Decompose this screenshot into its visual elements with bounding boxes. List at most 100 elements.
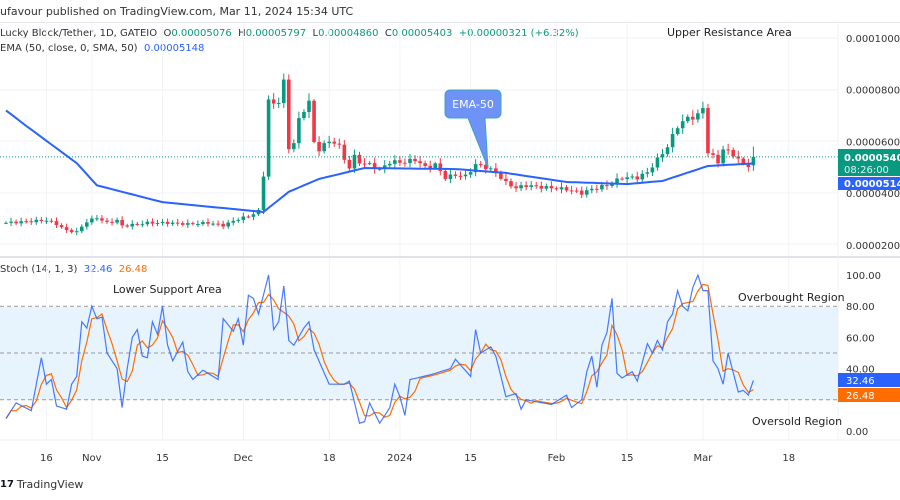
candle-up	[448, 174, 453, 180]
candle-up	[276, 102, 281, 104]
open-label: O	[163, 28, 172, 39]
candle-up	[44, 220, 49, 222]
candle-down	[620, 178, 624, 180]
overbought-label[interactable]: Overbought Region	[738, 291, 845, 304]
candle-up	[155, 222, 160, 224]
candle-down	[711, 153, 715, 155]
candle-up	[615, 178, 619, 184]
candle-up	[90, 218, 94, 223]
time-axis[interactable]: 16 Nov 15 Dec 18 2024 15 Feb 15 Mar 18	[40, 453, 795, 464]
candle-down	[731, 149, 735, 157]
candle-up	[696, 113, 700, 120]
footer-brand: TradingView	[16, 478, 84, 491]
candle-up	[388, 163, 392, 166]
time-tick-label: Nov	[82, 453, 102, 464]
low-value: 0.00004860	[318, 28, 379, 39]
candle-up	[327, 141, 331, 144]
time-tick-label: 15	[621, 453, 634, 464]
callout-text: EMA-50	[452, 98, 494, 111]
candle-down	[478, 164, 483, 166]
stoch-d-badge-text: 26.48	[846, 391, 875, 402]
upper-resistance-label[interactable]: Upper Resistance Area	[667, 26, 792, 39]
candle-up	[660, 154, 665, 158]
candle-up	[382, 165, 387, 169]
candle-down	[554, 188, 559, 190]
candle-down	[569, 190, 574, 192]
candle-up	[140, 224, 145, 226]
time-tick-label: 16	[40, 453, 53, 464]
candle-up	[226, 222, 230, 227]
ema-50-callout[interactable]: EMA-50	[444, 89, 502, 169]
candle-up	[468, 172, 473, 175]
candle-down	[332, 141, 337, 144]
candle-down	[59, 225, 64, 228]
candle-up	[655, 157, 660, 168]
candle-up	[241, 216, 246, 220]
stoch-tick-label: 0.00	[846, 427, 868, 438]
candle-down	[191, 223, 195, 225]
candle-up	[610, 183, 614, 186]
candle-down	[438, 163, 443, 171]
candle-down	[180, 223, 185, 225]
time-tick-label: Mar	[693, 453, 713, 464]
stoch-k-line	[5, 273, 754, 425]
high-label: H	[238, 28, 246, 39]
tradingview-logo-icon: 17	[0, 479, 14, 490]
ema-legend: EMA (50, close, 0, SMA, 50) 0.00005148	[0, 43, 204, 54]
candle-down	[135, 223, 140, 225]
candle-down	[443, 170, 448, 180]
candle-up	[307, 100, 311, 112]
candle-down	[413, 158, 417, 162]
candle-up	[685, 116, 690, 122]
candle-up	[170, 222, 175, 224]
candle-down	[453, 174, 458, 176]
candle-up	[297, 118, 301, 144]
time-tick-label: Dec	[234, 453, 253, 464]
candle-down	[317, 141, 321, 152]
candle-down	[69, 229, 74, 233]
candle-down	[428, 165, 432, 168]
candle-down	[271, 99, 276, 104]
candle-down	[216, 223, 220, 225]
ema-price-badge	[838, 177, 900, 190]
price-tick-label: 0.00002000	[846, 241, 900, 252]
candles	[4, 73, 756, 236]
stoch-axis[interactable]: 100.00 80.00 60.00 40.00 0.00	[846, 271, 881, 438]
candle-down	[458, 175, 463, 177]
candle-down	[125, 225, 129, 227]
candle-up	[630, 176, 634, 178]
candle-down	[706, 108, 710, 154]
candle-down	[716, 154, 720, 164]
candle-down	[494, 168, 498, 173]
stoch-tick-label: 80.00	[846, 302, 875, 313]
candle-down	[362, 163, 367, 165]
candle-down	[24, 221, 28, 223]
candle-up	[261, 176, 266, 210]
candle-up	[9, 221, 13, 223]
time-tick-label: 18	[323, 453, 336, 464]
candle-down	[423, 163, 427, 166]
candle-down	[49, 220, 54, 222]
candle-up	[352, 154, 357, 169]
stoch-k-value: 32.46	[83, 264, 113, 275]
candle-down	[574, 190, 579, 192]
candle-down	[635, 176, 640, 180]
candle-up	[559, 187, 564, 190]
candle-down	[418, 161, 422, 164]
candle-up	[79, 226, 84, 232]
candle-up	[302, 111, 306, 119]
candle-down	[120, 219, 124, 226]
candle-down	[14, 221, 18, 224]
candle-up	[201, 222, 205, 225]
lower-support-label[interactable]: Lower Support Area	[113, 283, 222, 296]
candle-up	[367, 163, 372, 165]
oversold-label[interactable]: Oversold Region	[752, 415, 842, 428]
candle-up	[160, 221, 165, 223]
time-tick-label: Feb	[548, 453, 566, 464]
candle-up	[519, 185, 523, 189]
stoch-k-badge-text: 32.46	[846, 376, 875, 387]
candle-down	[483, 164, 488, 170]
